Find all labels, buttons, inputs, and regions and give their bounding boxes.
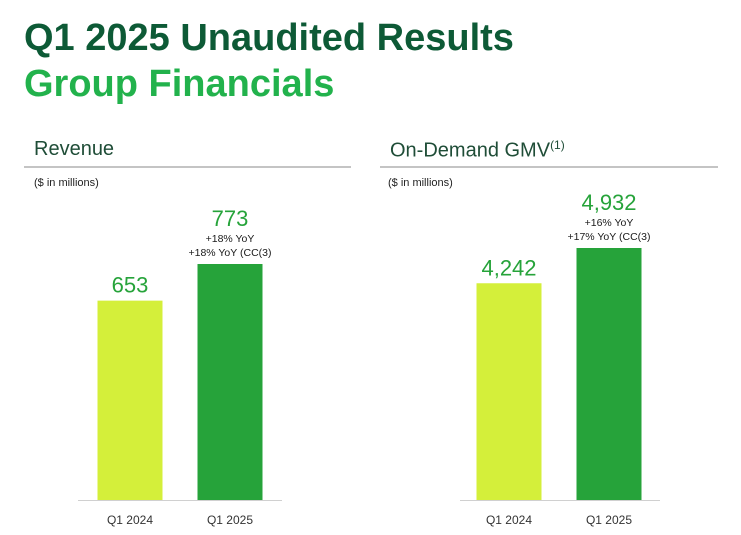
revenue-bar-q1-2025 xyxy=(197,264,263,500)
gmv-title-text: On-Demand GMV xyxy=(390,139,551,162)
gmv-unit-label: ($ in millions) xyxy=(388,177,453,189)
revenue-bar-q1-2024 xyxy=(97,300,163,500)
gmv-bar-q1-2025 xyxy=(576,248,642,500)
gmv-value-label-q1-2024: 4,242 xyxy=(481,255,536,280)
gmv-title-footnote: (1) xyxy=(550,138,565,152)
revenue-x-tick-q1-2025: Q1 2025 xyxy=(207,513,253,527)
gmv-x-tick-q1-2025: Q1 2025 xyxy=(586,513,632,527)
gmv-title-divider xyxy=(380,166,718,168)
revenue-title-divider xyxy=(24,166,351,168)
revenue-value-label-q1-2025: 773 xyxy=(212,206,249,231)
gmv-x-tick-q1-2024: Q1 2024 xyxy=(486,513,532,527)
revenue-x-tick-q1-2024: Q1 2024 xyxy=(107,513,153,527)
gmv-value-label-q1-2025: 4,932 xyxy=(581,190,636,215)
revenue-annotation-q1-2025-0: +18% YoY xyxy=(206,233,255,245)
gmv-annotation-q1-2025-1: +17% YoY (CC(3) xyxy=(568,231,651,243)
page-title: Q1 2025 Unaudited Results xyxy=(24,17,514,59)
revenue-chart-title: Revenue xyxy=(34,138,115,160)
revenue-unit-label: ($ in millions) xyxy=(34,177,99,189)
page-subtitle: Group Financials xyxy=(24,63,335,105)
gmv-chart-title: On-Demand GMV(1) xyxy=(390,138,565,163)
gmv-annotation-q1-2025-0: +16% YoY xyxy=(585,217,634,229)
gmv-bar-q1-2024 xyxy=(476,283,542,500)
revenue-value-label-q1-2024: 653 xyxy=(112,273,149,298)
revenue-annotation-q1-2025-1: +18% YoY (CC(3) xyxy=(189,247,272,259)
